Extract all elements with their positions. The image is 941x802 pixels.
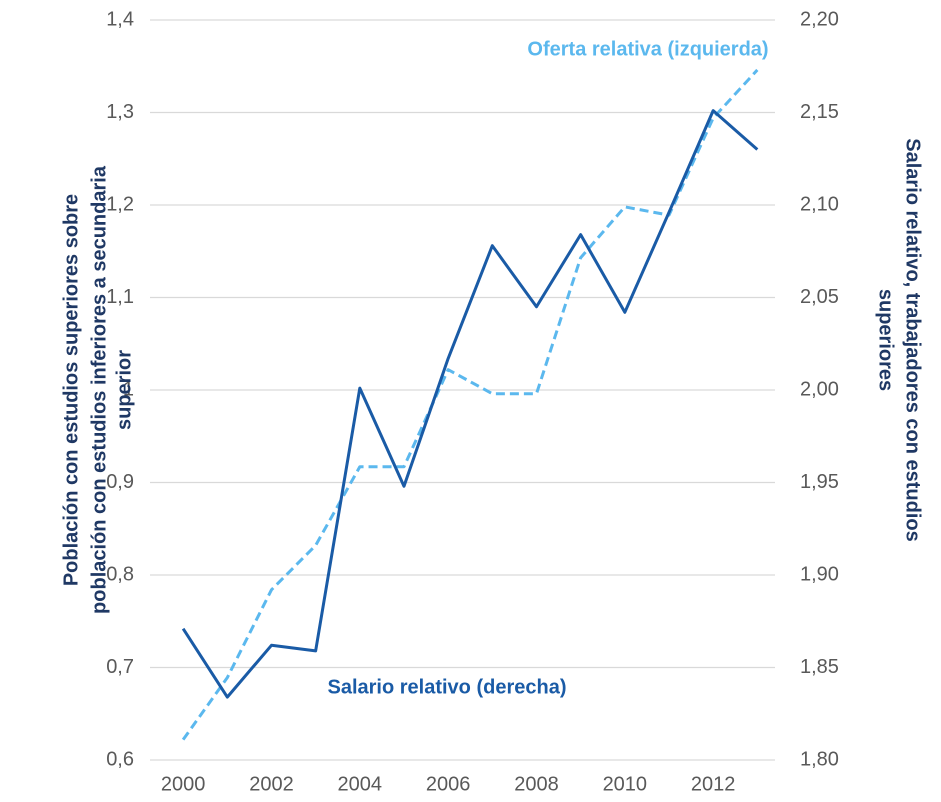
x-tick-label: 2012 <box>691 773 736 795</box>
y-axis-label: población con estudios inferiores a secu… <box>88 165 110 614</box>
y-axis-label: Población con estudios superiores sobre <box>60 194 82 586</box>
y-tick-label: 1,3 <box>106 101 134 123</box>
y2-tick-label: 2,05 <box>800 286 839 308</box>
series-line <box>181 68 759 741</box>
y2-tick-label: 2,15 <box>800 101 839 123</box>
y-tick-label: 0,6 <box>106 748 134 770</box>
y2-tick-label: 2,20 <box>800 8 839 30</box>
x-tick-label: 2006 <box>426 773 471 795</box>
x-tick-label: 2004 <box>338 773 383 795</box>
y-tick-label: 1,4 <box>106 8 134 30</box>
y-tick-label: 1 <box>123 378 134 400</box>
legend-label: Salario relativo (derecha) <box>328 676 567 698</box>
y2-tick-label: 1,90 <box>800 563 839 585</box>
y2-tick-label: 1,95 <box>800 471 839 493</box>
y2-tick-label: 1,85 <box>800 656 839 678</box>
series-line <box>181 109 759 699</box>
y-tick-label: 0,7 <box>106 656 134 678</box>
legend-label: Oferta relativa (izquierda) <box>527 38 768 60</box>
y2-axis-label: superiores <box>875 289 897 391</box>
x-tick-label: 2002 <box>249 773 294 795</box>
y-tick-label: 0,9 <box>106 471 134 493</box>
y-tick-label: 1,1 <box>106 286 134 308</box>
y-tick-label: 0,8 <box>106 563 134 585</box>
y2-tick-label: 1,80 <box>800 748 839 770</box>
y2-tick-label: 2,00 <box>800 378 839 400</box>
y2-tick-label: 2,10 <box>800 193 839 215</box>
x-tick-label: 2000 <box>161 773 206 795</box>
x-tick-label: 2010 <box>603 773 648 795</box>
y-tick-label: 1,2 <box>106 193 134 215</box>
y-axis-label: superior <box>113 350 135 430</box>
x-tick-label: 2008 <box>514 773 559 795</box>
y2-axis-label: Salario relativo, trabajadores con estud… <box>902 138 924 541</box>
